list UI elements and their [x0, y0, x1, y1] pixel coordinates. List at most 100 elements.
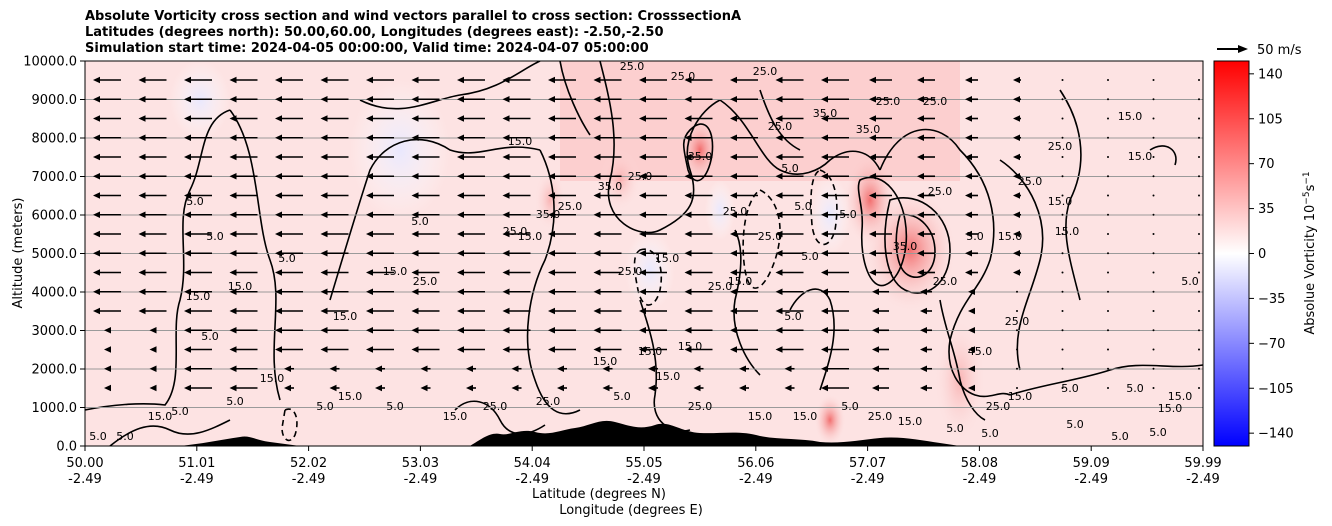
wind-arrow-head — [968, 327, 975, 334]
y-tick-label: 8000.0 — [32, 132, 78, 147]
wind-dot — [1107, 156, 1109, 158]
wind-arrow-head — [184, 288, 191, 295]
wind-arrow-head — [775, 230, 783, 238]
wind-dot — [1198, 329, 1200, 332]
wind-arrow-head — [149, 327, 157, 334]
wind-arrow-head — [784, 384, 792, 392]
contour-label: 5.0 — [966, 230, 984, 243]
colorbar-tick-label: −35 — [1258, 292, 1285, 307]
wind-arrow-head — [965, 250, 972, 257]
wind-arrow-head — [1013, 115, 1020, 122]
wind-arrow-head — [411, 269, 419, 276]
wind-dot — [1198, 98, 1200, 101]
wind-dot — [1016, 329, 1018, 332]
wind-dot — [1152, 290, 1155, 293]
wind-arrow-head — [639, 76, 646, 84]
reference-vector-label: 50 m/s — [1257, 43, 1302, 58]
wind-arrow-head — [1013, 211, 1020, 218]
wind-arrow-head — [920, 346, 927, 353]
contour-label: 25.0 — [503, 225, 528, 238]
contour-label: 25.0 — [620, 60, 645, 73]
y-tick-label: 9000.0 — [32, 93, 78, 108]
wind-arrow-head — [229, 96, 237, 103]
wind-arrow-head — [965, 76, 972, 84]
wind-dot — [1107, 233, 1109, 235]
contour-label: 15.0 — [898, 415, 923, 428]
wind-arrow-head — [375, 384, 382, 392]
x-tick-lat: 56.06 — [737, 456, 774, 471]
contour-label: 5.0 — [613, 390, 631, 403]
wind-arrow-head — [739, 384, 746, 392]
wind-arrow-head — [920, 365, 927, 372]
wind-arrow-head — [366, 346, 373, 353]
wind-arrow-head — [502, 288, 510, 295]
colorbar-label: Absolue Vorticity 10−5s−1 — [1302, 171, 1318, 334]
wind-dot — [1107, 329, 1109, 332]
wind-arrow-head — [502, 76, 510, 84]
wind-dot — [1107, 290, 1109, 293]
wind-arrow-head — [229, 269, 237, 276]
colorbar-label-s: s — [1303, 184, 1318, 191]
wind-arrow-head — [320, 115, 328, 122]
wind-arrow-head — [229, 230, 237, 238]
wind-arrow-head — [457, 192, 464, 199]
wind-arrow-head — [548, 173, 555, 180]
wind-dot — [1152, 310, 1155, 312]
contour-label: 25.0 — [483, 400, 508, 413]
wind-arrow-head — [457, 288, 464, 295]
wind-arrow-head — [411, 230, 419, 238]
wind-arrow-head — [138, 288, 146, 295]
wind-arrow-head — [502, 230, 510, 238]
wind-arrow-head — [920, 384, 927, 392]
contour-label: 5.0 — [89, 430, 107, 443]
wind-arrow-head — [775, 96, 783, 103]
contour-label: 15.0 — [228, 280, 253, 293]
wind-arrow-head — [557, 365, 564, 372]
wind-arrow-head — [320, 250, 328, 257]
wind-arrow-head — [511, 384, 519, 392]
title-line-1: Absolute Vorticity cross section and win… — [85, 9, 742, 24]
contour-label: 5.0 — [981, 427, 999, 440]
wind-arrow-head — [872, 307, 879, 315]
wind-arrow-head — [968, 365, 975, 372]
wind-arrow-head — [138, 173, 146, 180]
wind-dot — [1198, 271, 1200, 274]
wind-arrow-head — [366, 153, 373, 161]
wind-arrow-head — [684, 192, 692, 199]
wind-arrow-head — [184, 327, 191, 334]
wind-arrow-head — [965, 134, 972, 141]
x-tick-lon: -2.49 — [851, 472, 885, 487]
wind-arrow-head — [821, 288, 828, 295]
wind-arrow-head — [93, 211, 100, 218]
wind-arrow-head — [775, 346, 783, 353]
wind-dot — [1107, 98, 1109, 101]
wind-arrow-head — [184, 76, 191, 84]
wind-arrow-head — [93, 230, 100, 238]
colorbar-label-main: Absolue Vorticity 10 — [1303, 205, 1318, 335]
wind-arrow-head — [502, 327, 510, 334]
y-tick-label: 1000.0 — [32, 401, 78, 416]
wind-arrow-head — [730, 250, 737, 257]
wind-arrow-head — [138, 76, 146, 84]
wind-arrow-head — [775, 115, 783, 122]
contour-label: 5.0 — [841, 400, 859, 413]
wind-arrow-head — [329, 384, 337, 392]
wind-dot — [1061, 194, 1064, 197]
wind-arrow-head — [821, 115, 828, 122]
wind-arrow-head — [184, 153, 191, 161]
wind-dot — [1152, 367, 1155, 370]
wind-arrow-head — [775, 76, 783, 84]
x-tick-lon: -2.49 — [1186, 472, 1220, 487]
y-tick-label: 2000.0 — [32, 363, 78, 378]
wind-arrow-head — [366, 192, 373, 199]
wind-arrow-head — [184, 96, 191, 103]
wind-arrow-head — [366, 96, 373, 103]
x-tick-lat: 59.09 — [1073, 456, 1110, 471]
wind-arrow-head — [1013, 153, 1020, 161]
wind-arrow-head — [366, 269, 373, 276]
wind-arrow-head — [775, 288, 783, 295]
wind-arrow-head — [1013, 134, 1020, 141]
wind-arrow-head — [457, 230, 464, 238]
wind-arrow-head — [693, 365, 701, 372]
contour-label: 25.0 — [923, 95, 948, 108]
